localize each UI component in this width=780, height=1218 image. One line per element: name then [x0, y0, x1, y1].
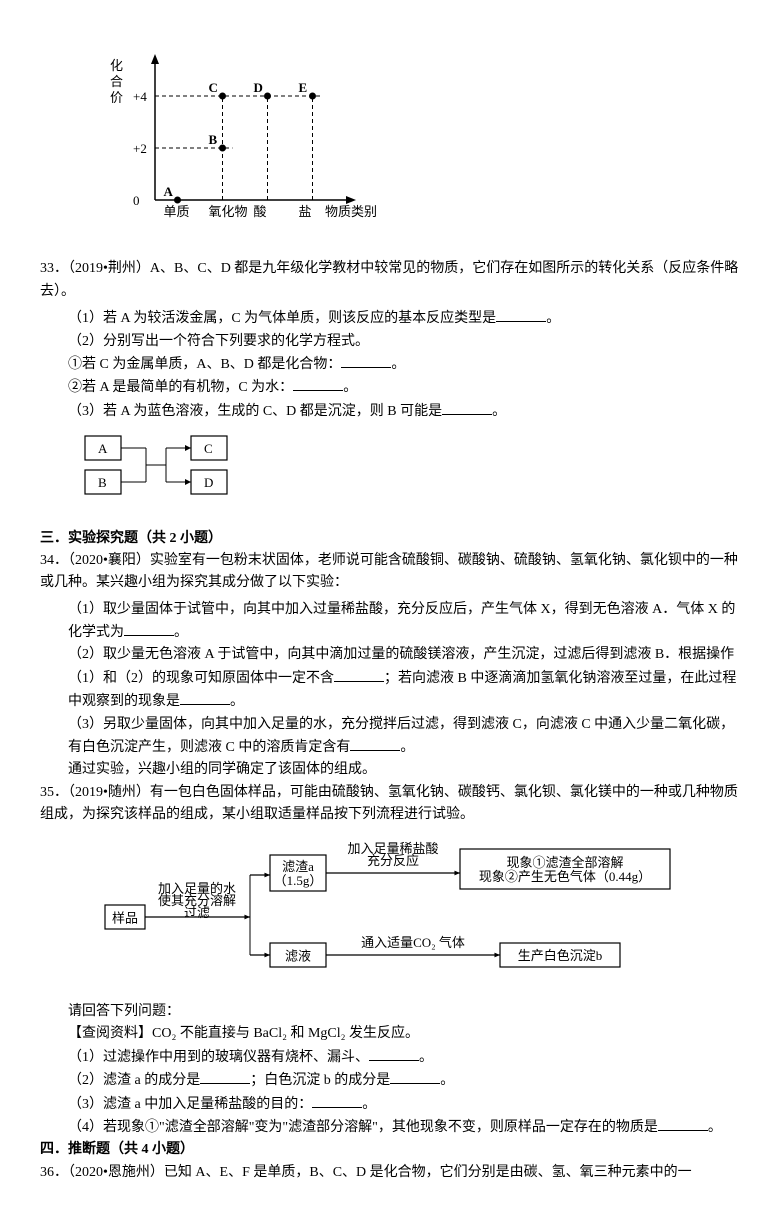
- svg-text:A: A: [98, 441, 108, 456]
- svg-text:D: D: [254, 80, 263, 95]
- valence-chart: 化合价 0 +2 +4 单质 氧化物酸 盐物质类别 A B C D E: [100, 40, 740, 248]
- svg-text:+4: +4: [133, 89, 147, 104]
- svg-text:现象①滤渣全部溶解: 现象①滤渣全部溶解: [506, 855, 623, 870]
- svg-text:D: D: [204, 475, 213, 490]
- blank: [369, 1046, 419, 1061]
- q33-p2: （2）分别写出一个符合下列要求的化学方程式。: [68, 331, 740, 353]
- svg-text:过滤: 过滤: [184, 905, 210, 920]
- svg-text:价: 价: [110, 90, 123, 105]
- svg-text:C: C: [204, 441, 213, 456]
- question-33: 33．（2019•荆州）A、B、C、D 都是九年级化学教材中较常见的物质，它们存…: [40, 258, 740, 303]
- question-34: 34．（2020•襄阳）实验室有一包粉末状固体，老师说可能含硫酸铜、碳酸钠、硫酸…: [40, 550, 740, 595]
- blank: [180, 690, 230, 705]
- q34-p4: 通过实验，兴趣小组的同学确定了该固体的组成。: [68, 759, 740, 781]
- blank: [350, 736, 400, 751]
- svg-text:化: 化: [110, 58, 123, 73]
- q35-p3: （3）滤渣 a 中加入足量稀盐酸的目的：。: [68, 1093, 740, 1116]
- svg-text:单质: 单质: [164, 204, 190, 219]
- svg-text:（1.5g）: （1.5g）: [274, 873, 323, 888]
- q35-number: 35．: [40, 785, 68, 800]
- svg-text:充分反应: 充分反应: [367, 853, 419, 868]
- section-4-title: 四．推断题（共 4 小题）: [40, 1139, 740, 1161]
- svg-text:滤渣a: 滤渣a: [282, 859, 314, 874]
- q36-source: （2020•恩施州）: [68, 1165, 164, 1180]
- q34-number: 34．: [40, 553, 68, 568]
- section-3-title: 三．实验探究题（共 2 小题）: [40, 528, 740, 550]
- svg-text:酸: 酸: [254, 204, 267, 219]
- svg-text:样品: 样品: [112, 910, 138, 925]
- question-36: 36．（2020•恩施州）已知 A、E、F 是单质，B、C、D 是化合物，它们分…: [40, 1162, 740, 1184]
- svg-text:滤液: 滤液: [285, 948, 311, 963]
- blank: [390, 1069, 440, 1084]
- blank: [124, 621, 174, 636]
- q36-number: 36．: [40, 1165, 68, 1180]
- q33-source: （2019•荆州）: [68, 261, 150, 276]
- q34-p3: （3）另取少量固体，向其中加入足量的水，充分搅拌后过滤，得到滤液 C，向滤液 C…: [68, 714, 740, 760]
- svg-text:B: B: [209, 132, 218, 147]
- svg-text:+2: +2: [133, 141, 147, 156]
- svg-text:B: B: [98, 475, 107, 490]
- q35-source: （2019•随州）: [68, 785, 150, 800]
- blank: [442, 400, 492, 415]
- q33-p3: （3）若 A 为蓝色溶液，生成的 C、D 都是沉淀，则 B 可能是。: [68, 400, 740, 423]
- blank: [293, 376, 343, 391]
- svg-text:物质类别: 物质类别: [325, 204, 377, 219]
- svg-text:生产白色沉淀b: 生产白色沉淀b: [518, 948, 603, 963]
- blank: [312, 1093, 362, 1108]
- q33-p1: （1）若 A 为较活泼金属，C 为气体单质，则该反应的基本反应类型是。: [68, 307, 740, 330]
- q34-source: （2020•襄阳）: [68, 553, 150, 568]
- q34-p1: （1）取少量固体于试管中，向其中加入过量稀盐酸，充分反应后，产生气体 X，得到无…: [68, 599, 740, 645]
- q33-diagram: A B C D: [80, 431, 740, 519]
- q35-flow: 样品加入足量的水使其充分溶解过滤滤渣a（1.5g）加入足量稀盐酸充分反应现象①滤…: [100, 835, 740, 993]
- svg-text:A: A: [164, 184, 174, 199]
- q35-p2: （2）滤渣 a 的成分是；白色沉淀 b 的成分是。: [68, 1069, 740, 1092]
- svg-text:现象②产生无色气体（0.44g）: 现象②产生无色气体（0.44g）: [479, 869, 651, 884]
- blank: [200, 1069, 250, 1084]
- svg-text:合: 合: [110, 74, 123, 89]
- q33-number: 33．: [40, 261, 68, 276]
- blank: [658, 1116, 708, 1131]
- svg-text:0: 0: [133, 193, 140, 208]
- q35-p4: （4）若现象①"滤渣全部溶解"变为"滤渣部分溶解"，其他现象不变，则原样品一定存…: [68, 1116, 740, 1139]
- svg-text:氧化物: 氧化物: [209, 204, 248, 219]
- svg-text:通入适量CO₂ 气体: 通入适量CO₂ 气体: [361, 935, 465, 950]
- q34-p2: （2）取少量无色溶液 A 于试管中，向其中滴加过量的硫酸镁溶液，产生沉淀，过滤后…: [68, 644, 740, 713]
- q35-p1: （1）过滤操作中用到的玻璃仪器有烧杯、漏斗、。: [68, 1046, 740, 1069]
- q33-p2a: ①若 C 为金属单质，A、B、D 都是化合物：。: [68, 353, 740, 376]
- blank: [334, 667, 384, 682]
- blank: [496, 307, 546, 322]
- q35-after: 请回答下列问题：: [68, 1001, 740, 1023]
- svg-text:盐: 盐: [299, 204, 312, 219]
- svg-text:E: E: [299, 80, 308, 95]
- blank: [341, 353, 391, 368]
- q36-stem: 已知 A、E、F 是单质，B、C、D 是化合物，它们分别是由碳、氢、氧三种元素中…: [164, 1165, 692, 1180]
- svg-text:C: C: [209, 80, 218, 95]
- q35-lookup: 【查阅资料】CO₂ 不能直接与 BaCl₂ 和 MgCl₂ 发生反应。: [68, 1023, 740, 1045]
- question-35: 35．（2019•随州）有一包白色固体样品，可能由硫酸钠、氢氧化钠、碳酸钙、氯化…: [40, 782, 740, 827]
- q33-p2b: ②若 A 是最简单的有机物，C 为水：。: [68, 376, 740, 399]
